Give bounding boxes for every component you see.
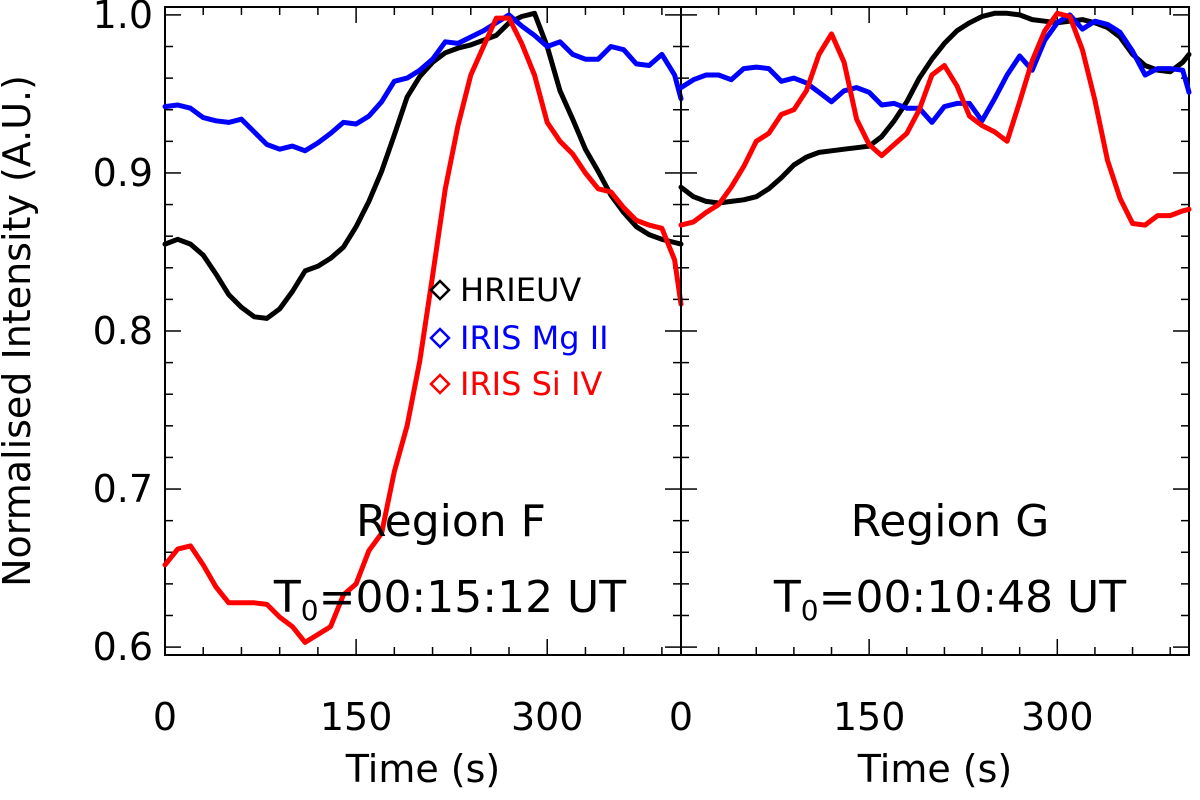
legend-entry-si4: IRIS Si IV: [429, 365, 602, 403]
t0-label-right: T0=00:10:48 UT: [773, 572, 1126, 627]
t0-sub-left: 0: [301, 594, 319, 627]
region-f-label: Region F: [356, 496, 546, 547]
series-line-iris-si-iv: [678, 10, 1192, 228]
legend-marker-si4: [429, 373, 451, 395]
legend-label-mg2: IRIS Mg II: [460, 319, 609, 357]
series-line-hrieuv: [678, 10, 1192, 206]
y-tick-label: 1.0: [93, 0, 153, 37]
x-tick-label: 300: [1021, 695, 1094, 739]
legend-label-si4: IRIS Si IV: [460, 365, 602, 403]
panel-left-series: [162, 10, 684, 645]
panel-right-series: [678, 10, 1192, 228]
panel-right: 0 150 300 Time (s) Region G T0=00:10:48 UT: [669, 6, 1192, 791]
series-line-iris-mg-ii: [162, 12, 684, 154]
legend-label-hrieuv: HRIEUV: [460, 271, 581, 309]
y-tick-label: 0.6: [93, 625, 153, 669]
t0-value-left: =00:15:12 UT: [319, 572, 627, 623]
series-line-hrieuv: [162, 10, 684, 321]
panel-left-tick-labels: 0 150 300 0.6 0.7 0.8 0.9 1.0: [93, 0, 584, 739]
panel-left-ticks: [164, 7, 681, 655]
panel-right-ticks: [680, 7, 1189, 655]
legend-entry-mg2: IRIS Mg II: [429, 319, 609, 357]
panel-left: 0 150 300 0.6 0.7 0.8 0.9 1.0 Time (s) Normalis…: [0, 0, 684, 791]
x-tick-label: 300: [511, 695, 584, 739]
x-tick-label: 150: [833, 695, 906, 739]
legend: HRIEUV IRIS Mg II IRIS Si IV: [429, 271, 609, 403]
x-tick-label: 0: [669, 695, 693, 739]
t0-sub-right: 0: [801, 594, 819, 627]
series-line-iris-mg-ii: [678, 12, 1192, 125]
x-tick-label: 0: [153, 695, 177, 739]
legend-entry-hrieuv: HRIEUV: [429, 271, 581, 309]
x-axis-label-right: Time (s): [857, 747, 1013, 791]
y-tick-label: 0.9: [93, 151, 153, 195]
t0-prefix-left: T: [273, 572, 301, 623]
t0-value-right: =00:10:48 UT: [819, 572, 1127, 623]
x-axis-label-left: Time (s): [345, 747, 501, 791]
x-tick-label: 150: [320, 695, 393, 739]
legend-marker-hrieuv: [429, 279, 451, 301]
series-line-iris-si-iv: [162, 15, 684, 645]
t0-prefix-right: T: [773, 572, 801, 623]
region-g-label: Region G: [851, 496, 1050, 547]
y-tick-label: 0.7: [93, 467, 153, 511]
y-axis-label: Normalised Intensity (A.U.): [0, 75, 39, 587]
legend-marker-mg2: [429, 327, 451, 349]
panel-right-tick-labels: 0 150 300: [669, 695, 1094, 739]
y-tick-label: 0.8: [93, 309, 153, 353]
panel-right-frame: [680, 6, 1190, 656]
t0-label-left: T0=00:15:12 UT: [273, 572, 626, 627]
